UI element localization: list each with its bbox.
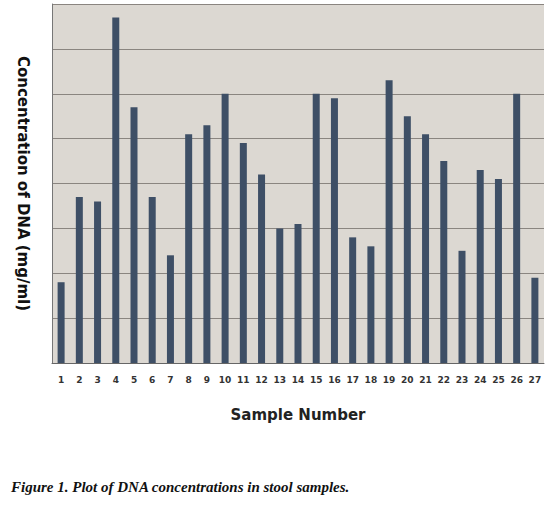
svg-text:10: 10: [219, 375, 232, 385]
svg-text:16: 16: [328, 375, 341, 385]
svg-text:22: 22: [438, 375, 451, 385]
svg-text:17: 17: [346, 375, 359, 385]
svg-text:11: 11: [237, 375, 250, 385]
svg-text:8: 8: [186, 375, 192, 385]
svg-text:13: 13: [274, 375, 287, 385]
svg-text:Concentration of DNA (mg/ml): Concentration of DNA (mg/ml): [14, 56, 32, 311]
svg-text:27: 27: [529, 375, 542, 385]
svg-text:19: 19: [383, 375, 396, 385]
svg-text:Sample Number: Sample Number: [231, 406, 367, 424]
svg-text:24: 24: [474, 375, 487, 385]
svg-text:6: 6: [149, 375, 155, 385]
svg-text:3: 3: [94, 375, 100, 385]
svg-text:15: 15: [310, 375, 323, 385]
svg-text:12: 12: [255, 375, 268, 385]
svg-text:Figure 1.: Figure 1.: [10, 479, 69, 495]
svg-text:1: 1: [58, 375, 64, 385]
svg-text:18: 18: [365, 375, 378, 385]
svg-text:7: 7: [167, 375, 173, 385]
svg-text:20: 20: [401, 375, 414, 385]
svg-text:25: 25: [492, 375, 505, 385]
svg-text:14: 14: [292, 375, 305, 385]
svg-text:23: 23: [456, 375, 469, 385]
svg-text:4: 4: [113, 375, 119, 385]
svg-text:26: 26: [510, 375, 523, 385]
svg-text:21: 21: [419, 375, 432, 385]
svg-text:Plot of DNA concentrations in: Plot of DNA concentrations in stool samp…: [69, 479, 350, 495]
svg-text:9: 9: [204, 375, 210, 385]
svg-text:2: 2: [76, 375, 82, 385]
svg-text:5: 5: [131, 375, 137, 385]
